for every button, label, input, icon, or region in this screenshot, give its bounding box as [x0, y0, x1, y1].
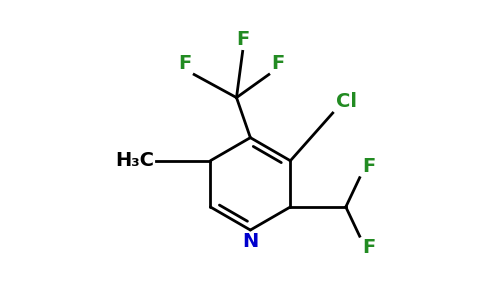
Text: F: F [236, 30, 249, 49]
Text: F: F [362, 238, 375, 257]
Text: F: F [362, 157, 375, 176]
Text: F: F [179, 54, 192, 73]
Text: H₃C: H₃C [115, 151, 154, 170]
Text: Cl: Cl [336, 92, 357, 112]
Text: F: F [271, 54, 285, 73]
Text: N: N [242, 232, 258, 251]
